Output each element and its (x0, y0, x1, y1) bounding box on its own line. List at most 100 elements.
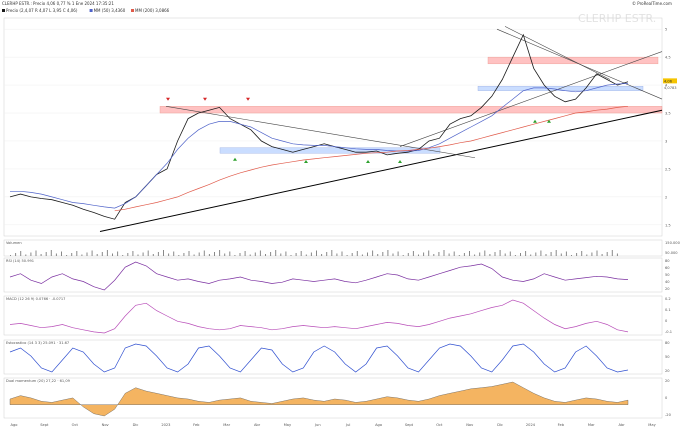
volume-bar (254, 252, 256, 256)
x-tick-label: Ago (11, 423, 18, 427)
x-tick-label: Ago (375, 423, 382, 427)
y-tick-label: 1.5 (665, 223, 671, 227)
volume-bar (530, 254, 532, 256)
panel-tick: 80 (665, 259, 670, 263)
volume-bar (127, 253, 129, 256)
volume-bar (560, 253, 562, 256)
volume-bar (412, 251, 414, 256)
panel-label-Estocastico: Estocastico (14 3 3) 25.091 · 31.67 (6, 341, 69, 345)
x-tick-label: Feb (558, 423, 565, 427)
support-zone (219, 147, 441, 154)
volume-bar (137, 254, 139, 256)
triangle-inner-line (504, 26, 611, 80)
volume-bar (509, 251, 511, 256)
volume-bar (295, 253, 297, 256)
panel-frame-MACD (3, 295, 663, 336)
y-tick-label: 3 (665, 139, 667, 143)
x-tick-label: May (284, 423, 292, 427)
volume-bar (117, 251, 119, 256)
volume-bar (458, 255, 460, 256)
volume-bar (331, 250, 333, 256)
volume-bar (101, 252, 103, 256)
volume-bar (157, 252, 159, 256)
indicator-line-Estocastico (9, 343, 629, 373)
volume-bar (163, 250, 164, 256)
volume-bar (484, 250, 486, 256)
panel-tick: -0.1 (665, 330, 672, 334)
volume-bar (10, 255, 11, 256)
volume-bar (280, 253, 282, 256)
volume-bar (591, 252, 593, 256)
buy-arrow (233, 157, 237, 161)
volume-bar (361, 254, 363, 256)
volume-bar (61, 251, 62, 256)
legend-entry: Precio (2,4,07 R 4,07 L 3,95 C 4,06) (6, 8, 78, 13)
volume-bar (96, 254, 98, 256)
legend-swatch (2, 9, 5, 12)
header-symbol-line: CLERHP ESTR.: Precio 4,06 0,77 % 1 Ene 2… (2, 1, 114, 6)
last-price-label: 4,06 (664, 79, 673, 83)
volume-bar (525, 251, 527, 256)
volume-bar (66, 255, 68, 256)
volume-bar (229, 251, 231, 256)
volume-bar (81, 254, 83, 256)
volume-bar (219, 250, 221, 256)
panel-tick: 50 (665, 355, 670, 359)
x-tick-label: Mar (588, 423, 595, 427)
volume-bar (397, 251, 399, 256)
volume-bar (275, 250, 277, 256)
volume-bar (499, 250, 501, 256)
channel-line (399, 51, 663, 147)
x-tick-label: Dic (497, 423, 503, 427)
volume-bar (540, 250, 542, 256)
volume-bar (596, 250, 598, 256)
volume-bar (326, 252, 328, 256)
buy-arrow (366, 159, 370, 163)
panel-tick: -20 (665, 413, 672, 417)
buy-arrow (547, 119, 551, 123)
volume-bar (234, 255, 236, 256)
volume-bar (463, 253, 465, 256)
volume-bar (50, 250, 52, 256)
legend-swatch (131, 9, 134, 12)
resistance-zone (159, 106, 663, 114)
momentum-area (9, 381, 629, 417)
volume-bar (214, 252, 215, 256)
series-line-2 (114, 105, 629, 212)
volume-bar (581, 251, 583, 256)
volume-bar (438, 252, 440, 256)
volume-bar (407, 253, 409, 256)
volume-bar (305, 254, 307, 256)
x-tick-label: 2024 (526, 423, 536, 427)
volume-bar (183, 253, 185, 256)
volume-bar (520, 253, 521, 256)
volume-bar (387, 250, 389, 256)
x-tick-label: Abr (254, 423, 261, 427)
volume-bar (152, 254, 154, 256)
legend-swatch (89, 9, 93, 12)
volume-bar (285, 251, 287, 256)
x-tick-label: Feb (193, 423, 200, 427)
volume-bar (402, 255, 404, 256)
uptrend-line (99, 109, 663, 233)
x-tick-label: Mar (223, 423, 230, 427)
volume-bar (244, 251, 246, 256)
panel-label-Volumen: Volumen (6, 241, 22, 245)
volume-bar (91, 250, 93, 256)
volume-bar (321, 254, 323, 256)
panel-frame-RSI (3, 257, 663, 293)
panel-tick: 50 (665, 273, 670, 277)
sell-arrow (166, 97, 170, 101)
volume-bar (616, 253, 618, 256)
volume-bar (86, 252, 88, 256)
x-tick-label: Nov (466, 423, 474, 427)
volume-bar (20, 251, 22, 256)
x-tick-label: Oct (72, 423, 79, 427)
volume-bar (203, 250, 205, 256)
main-panel-frame (3, 17, 663, 237)
volume-bar (341, 251, 343, 256)
volume-bar (494, 252, 496, 256)
y-tick-label: 4 (665, 84, 668, 88)
sell-arrow (246, 97, 250, 101)
panel-frame-Williams (3, 377, 663, 419)
